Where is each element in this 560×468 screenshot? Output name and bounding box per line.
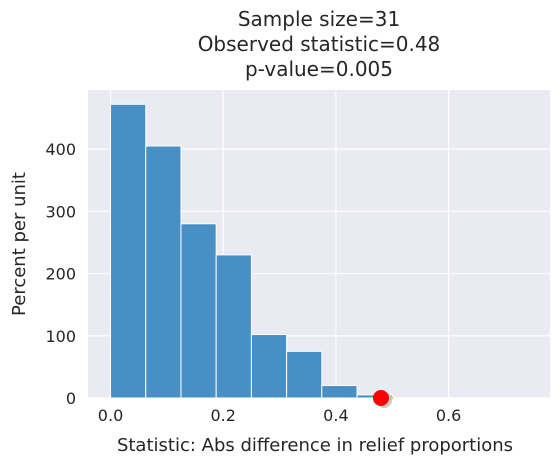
histogram-bar: [215, 254, 252, 399]
title-line: p-value=0.005: [245, 57, 393, 81]
y-axis-label: Percent per unit: [9, 172, 30, 316]
histogram-bar: [145, 145, 182, 399]
y-tick-label: 200: [45, 265, 76, 284]
y-tick-label: 400: [45, 140, 76, 159]
y-tick-label: 300: [45, 202, 76, 221]
title-line: Observed statistic=0.48: [198, 32, 441, 56]
title-line: Sample size=31: [238, 7, 400, 31]
x-tick-label: 0.6: [436, 406, 461, 425]
x-tick-labels: 0.0 0.2 0.4 0.6: [98, 406, 462, 425]
bars: [110, 103, 393, 399]
histogram-bar: [110, 103, 147, 399]
observed-marker: [372, 390, 393, 408]
x-tick-label: 0.0: [98, 406, 123, 425]
histogram-bar: [180, 223, 217, 399]
histogram-bar: [250, 334, 288, 399]
x-axis-label: Statistic: Abs difference in relief prop…: [117, 435, 513, 456]
histogram-bar: [321, 385, 358, 399]
y-tick-labels: 0 100 200 300 400: [45, 140, 76, 408]
x-tick-label: 0.4: [323, 406, 348, 425]
y-tick-label: 0: [66, 389, 76, 408]
histogram-bar: [286, 350, 323, 399]
y-tick-label: 100: [45, 327, 76, 346]
x-tick-label: 0.2: [210, 406, 235, 425]
observed-statistic-dot: [372, 390, 389, 406]
